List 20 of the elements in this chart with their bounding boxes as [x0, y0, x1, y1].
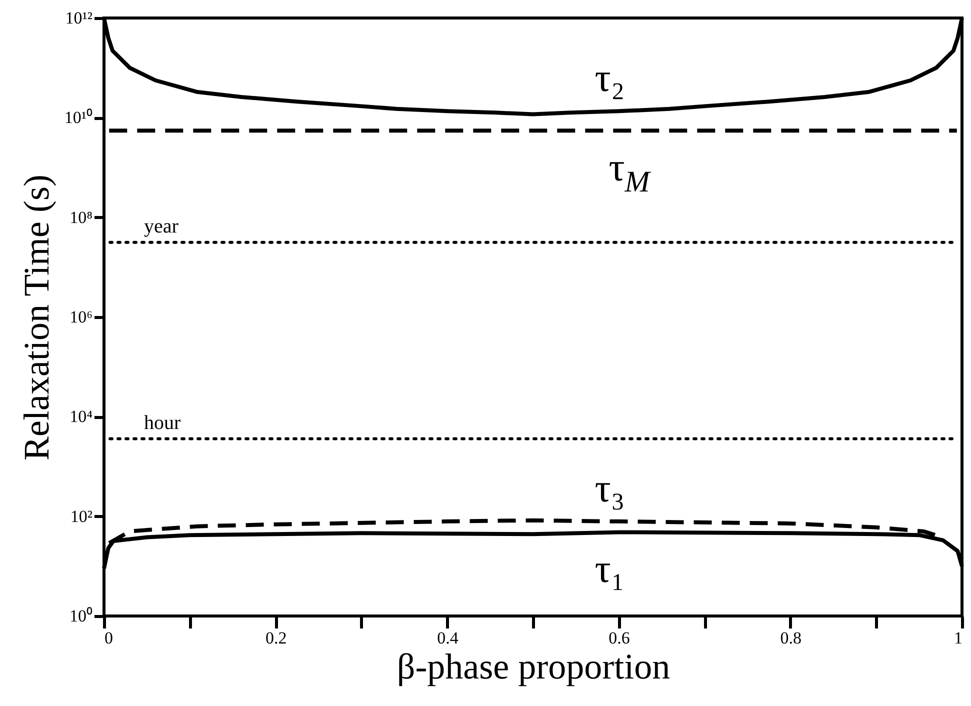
series-label: τ₃ — [594, 465, 625, 510]
y-axis-title: Relaxation Time (s) — [16, 174, 56, 460]
x-tick-label: 0.8 — [780, 628, 802, 648]
y-tick-label: 10⁸ — [70, 208, 93, 227]
x-axis-title: β-phase proportion — [396, 646, 670, 686]
y-tick-label: 10⁶ — [70, 308, 93, 326]
y-tick-label: 10² — [70, 506, 92, 526]
y-tick-label: 10⁴ — [70, 407, 93, 426]
x-tick-label: 0.2 — [265, 628, 287, 648]
ref-line-label: hour — [144, 412, 181, 434]
x-tick-label: 0.4 — [437, 628, 459, 648]
y-tick-label: 10¹² — [65, 8, 92, 28]
series-label: τ₂ — [594, 55, 625, 100]
x-tick-label: 0.6 — [608, 628, 630, 648]
series-label: τ₁ — [594, 546, 625, 592]
y-tick-label: 10⁰ — [70, 606, 92, 626]
x-tick-label: 1 — [954, 628, 962, 648]
y-tick-label: 10¹⁰ — [64, 108, 92, 128]
x-tick-label: 0 — [104, 628, 113, 648]
ref-line-label: year — [144, 215, 179, 238]
